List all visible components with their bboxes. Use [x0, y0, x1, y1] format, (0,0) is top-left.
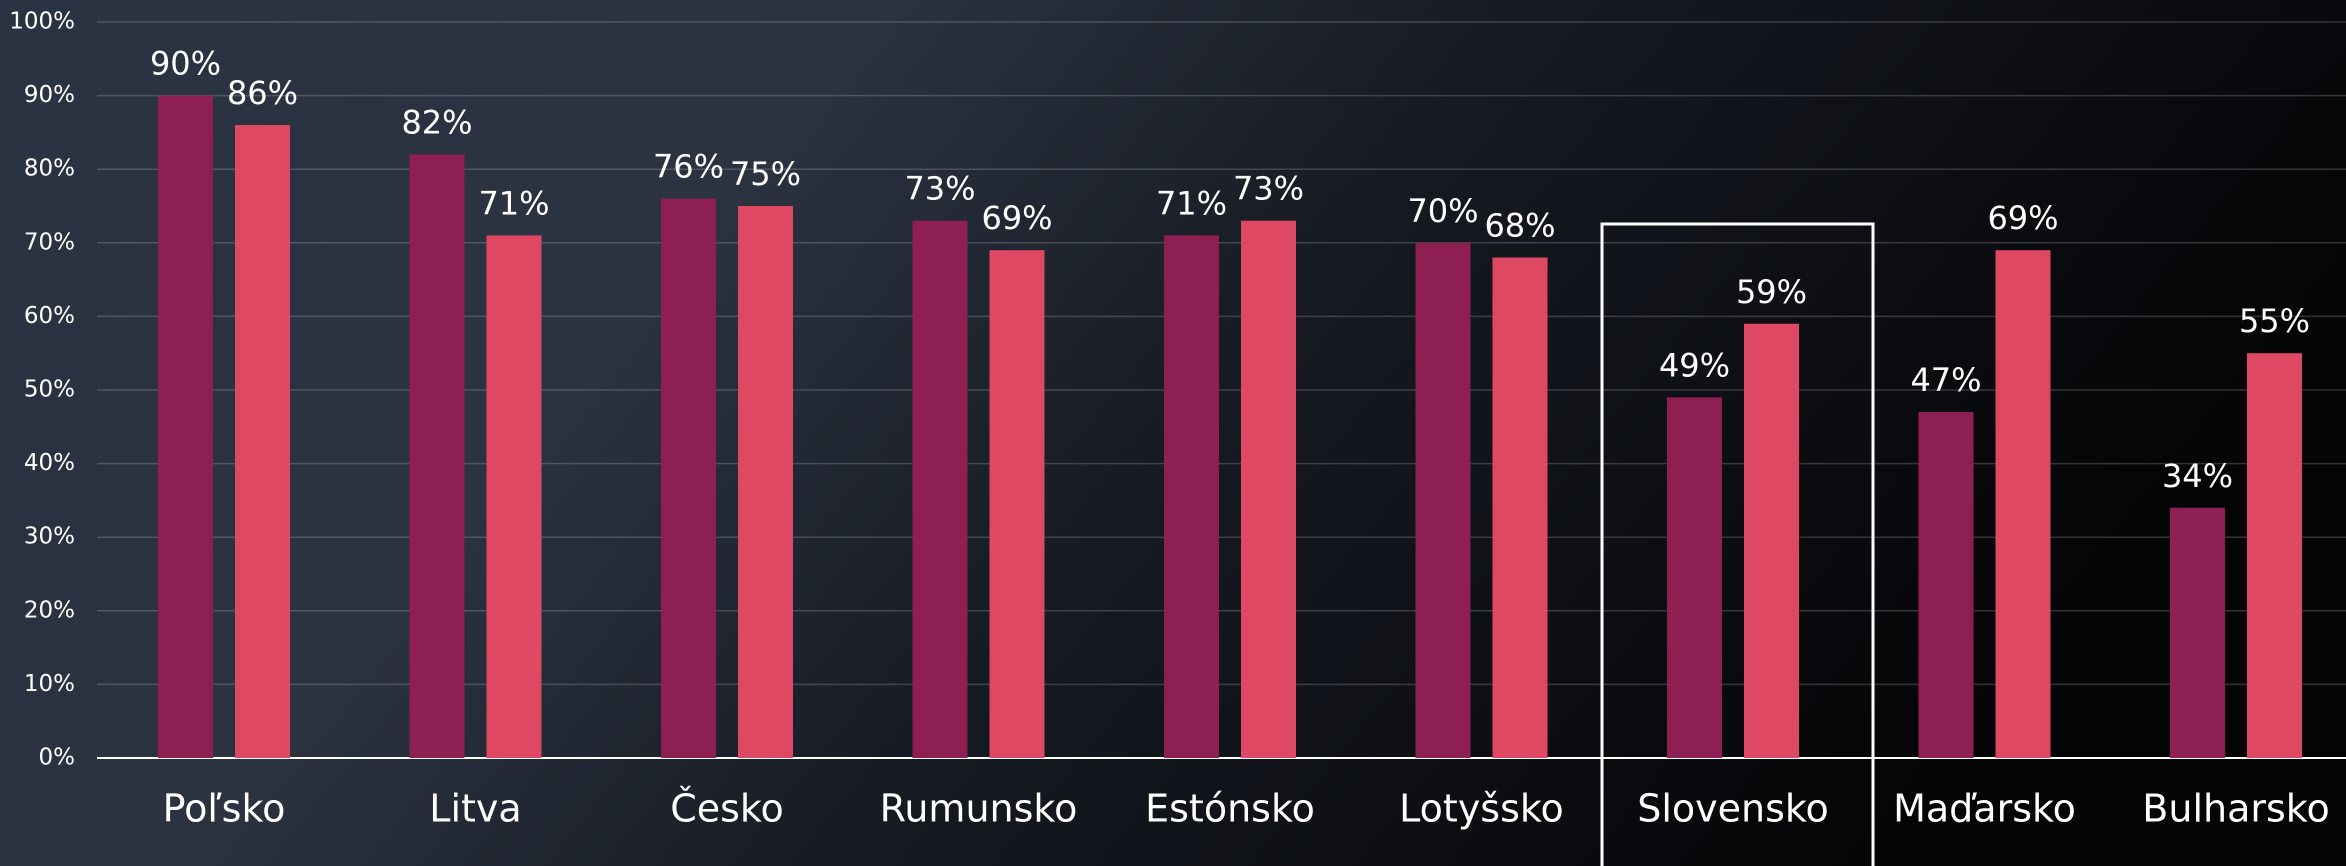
bar	[2247, 353, 2302, 758]
bar	[235, 125, 290, 758]
value-label: 49%	[1659, 346, 1730, 384]
x-tick-label: Maďarsko	[1893, 787, 2076, 831]
y-tick-label: 30%	[24, 524, 75, 550]
value-label: 70%	[1407, 192, 1478, 230]
bar	[1744, 324, 1799, 758]
bar	[410, 154, 465, 758]
bar	[1416, 243, 1471, 758]
x-tick-label: Litva	[429, 787, 521, 831]
bar	[990, 250, 1045, 758]
bar	[1996, 250, 2051, 758]
y-tick-label: 20%	[24, 597, 75, 623]
page: 0% 10% 20% 30% 40% 50% 60% 70% 80% 90% 100% Poľsko 9…	[0, 0, 2346, 866]
value-label: 75%	[730, 155, 801, 193]
x-tick-label: Česko	[670, 787, 784, 831]
x-tick-label: Estónsko	[1145, 787, 1315, 831]
x-tick-label: Poľsko	[163, 787, 286, 831]
x-tick-label: Slovensko	[1637, 787, 1829, 831]
y-tick-label: 80%	[24, 156, 75, 182]
value-label: 86%	[227, 74, 298, 112]
value-label: 68%	[1484, 207, 1555, 245]
x-tick-label: Lotyšsko	[1399, 787, 1564, 831]
value-label: 47%	[1910, 361, 1981, 399]
bar	[1164, 235, 1219, 758]
value-label: 69%	[981, 199, 1052, 237]
value-label: 73%	[1233, 170, 1304, 208]
bar	[913, 221, 968, 758]
x-tick-label: Bulharsko	[2142, 787, 2329, 831]
value-label: 71%	[478, 184, 549, 222]
value-label: 90%	[150, 45, 221, 83]
x-tick-label: Rumunsko	[880, 787, 1078, 831]
value-label: 73%	[904, 170, 975, 208]
y-tick-label: 100%	[9, 9, 75, 35]
bar	[1919, 412, 1974, 758]
value-label: 82%	[401, 103, 472, 141]
value-label: 76%	[653, 148, 724, 186]
bar	[1493, 258, 1548, 758]
value-label: 71%	[1156, 184, 1227, 222]
y-tick-label: 90%	[24, 82, 75, 108]
y-tick-label: 0%	[39, 745, 76, 771]
y-tick-label: 40%	[24, 450, 75, 476]
bar	[1241, 221, 1296, 758]
value-label: 34%	[2162, 457, 2233, 495]
y-tick-label: 70%	[24, 229, 75, 255]
y-tick-label: 50%	[24, 377, 75, 403]
bar	[2170, 508, 2225, 758]
value-label: 55%	[2239, 302, 2310, 340]
y-tick-label: 10%	[24, 671, 75, 697]
value-label: 69%	[1987, 199, 2058, 237]
bar	[158, 96, 213, 758]
bar	[1667, 397, 1722, 758]
bar	[661, 199, 716, 758]
bar	[487, 235, 542, 758]
y-tick-label: 60%	[24, 303, 75, 329]
bar	[738, 206, 793, 758]
value-label: 59%	[1736, 273, 1807, 311]
chart: 0% 10% 20% 30% 40% 50% 60% 70% 80% 90% 100% Poľsko 9…	[0, 0, 2346, 866]
